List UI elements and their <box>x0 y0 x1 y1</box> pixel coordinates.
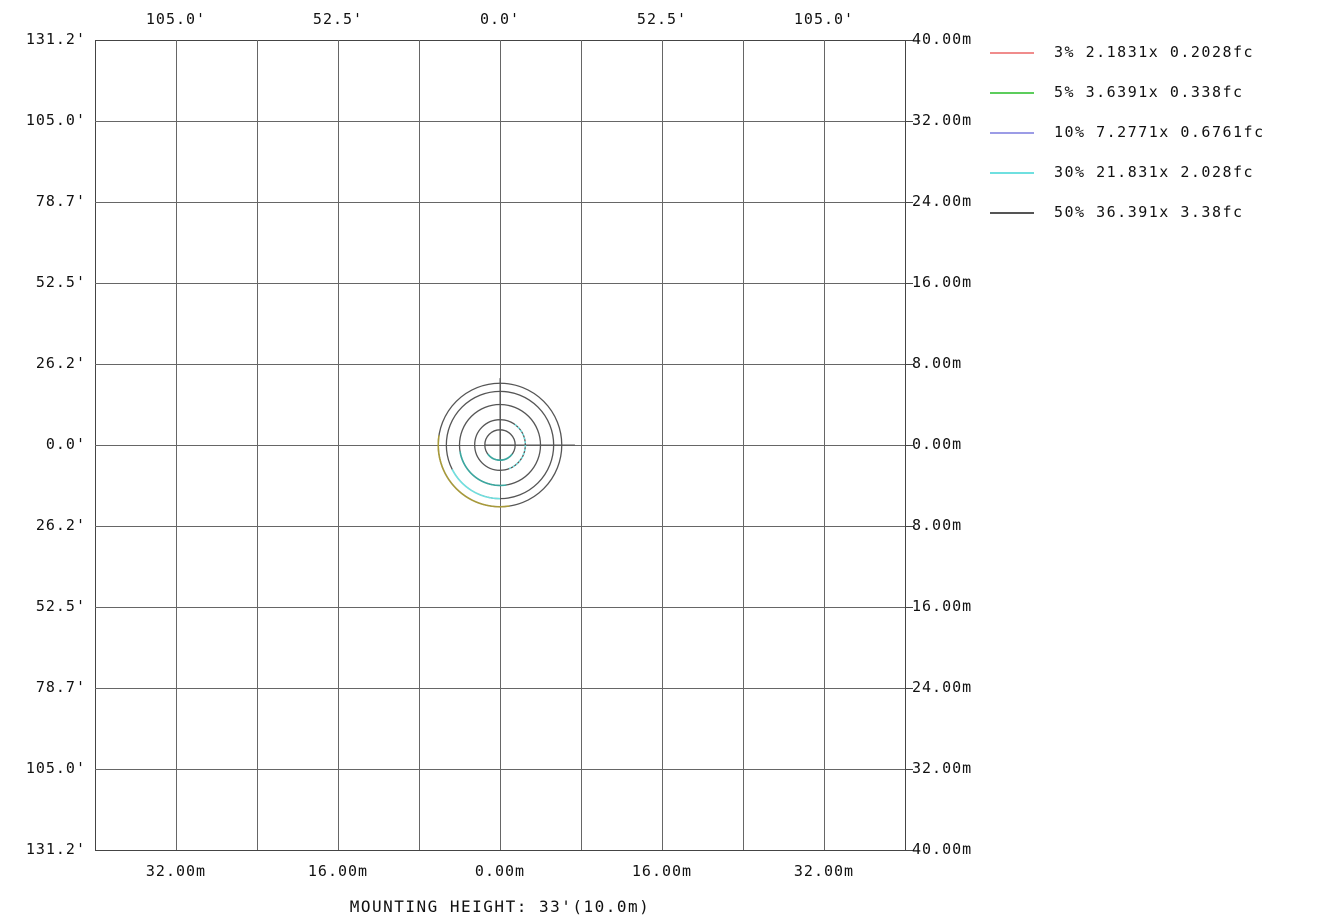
contour-arc <box>507 423 527 470</box>
x-tick-label-ft: 0.0' <box>479 10 521 28</box>
y-tick-label-m: 8.00m <box>912 354 963 372</box>
x-tick-label-m: 32.00m <box>145 862 207 880</box>
y-tick-label-m: 40.00m <box>912 30 973 48</box>
mounting-height-caption: MOUNTING HEIGHT: 33'(10.0m) <box>349 897 651 916</box>
legend-swatch <box>990 52 1034 54</box>
x-tick-label-ft: 105.0' <box>145 10 207 28</box>
y-tick-label-m: 16.00m <box>912 597 973 615</box>
y-tick-label-m: 16.00m <box>912 273 973 291</box>
x-tick-label-m: 0.00m <box>474 862 526 880</box>
x-tick-label-ft: 52.5' <box>636 10 688 28</box>
y-tick-label-m: 8.00m <box>912 516 963 534</box>
legend-item: 5% 3.6391x 0.338fc <box>990 80 1330 101</box>
y-tick-label-m: 32.00m <box>912 759 973 777</box>
y-tick-label-ft: 131.2' <box>25 840 86 858</box>
legend-label: 3% 2.1831x 0.2028fc <box>1054 43 1255 61</box>
y-tick-label-m: 24.00m <box>912 678 973 696</box>
legend-item: 3% 2.1831x 0.2028fc <box>990 40 1330 61</box>
contour-arc <box>459 451 507 487</box>
legend-label: 30% 21.831x 2.028fc <box>1054 163 1255 181</box>
y-tick-label-ft: 26.2' <box>35 354 86 372</box>
legend-swatch <box>990 172 1034 174</box>
y-tick-label-m: 40.00m <box>912 840 973 858</box>
y-tick-label-ft: 0.0' <box>45 435 86 453</box>
y-tick-label-ft: 105.0' <box>25 111 86 129</box>
y-tick-label-ft: 52.5' <box>35 273 86 291</box>
x-tick-label-m: 16.00m <box>631 862 693 880</box>
y-tick-label-m: 0.00m <box>912 435 963 453</box>
legend-label: 5% 3.6391x 0.338fc <box>1054 83 1244 101</box>
x-tick-label-ft: 52.5' <box>312 10 364 28</box>
x-tick-label-ft: 105.0' <box>793 10 855 28</box>
y-tick-label-m: 24.00m <box>912 192 973 210</box>
legend-label: 10% 7.2771x 0.6761fc <box>1054 123 1265 141</box>
legend-item: 10% 7.2771x 0.6761fc <box>990 120 1330 141</box>
contour-arc <box>451 468 501 500</box>
contour-plot <box>437 382 563 508</box>
y-tick-label-ft: 26.2' <box>35 516 86 534</box>
legend-item: 50% 36.391x 3.38fc <box>990 200 1330 221</box>
legend-label: 50% 36.391x 3.38fc <box>1054 203 1244 221</box>
y-tick-label-ft: 131.2' <box>25 30 86 48</box>
y-tick-label-m: 32.00m <box>912 111 973 129</box>
y-tick-label-ft: 78.7' <box>35 678 86 696</box>
legend-swatch <box>990 212 1034 214</box>
y-tick-label-ft: 78.7' <box>35 192 86 210</box>
legend-swatch <box>990 132 1034 134</box>
legend-item: 30% 21.831x 2.028fc <box>990 160 1330 181</box>
contour-ring <box>474 419 526 471</box>
y-tick-label-ft: 105.0' <box>25 759 86 777</box>
grid <box>95 40 913 851</box>
contour-arc <box>487 453 513 461</box>
x-tick-label-m: 16.00m <box>307 862 369 880</box>
legend-swatch <box>990 92 1034 94</box>
y-tick-label-ft: 52.5' <box>35 597 86 615</box>
contour-arc <box>437 435 510 508</box>
x-tick-label-m: 32.00m <box>793 862 855 880</box>
